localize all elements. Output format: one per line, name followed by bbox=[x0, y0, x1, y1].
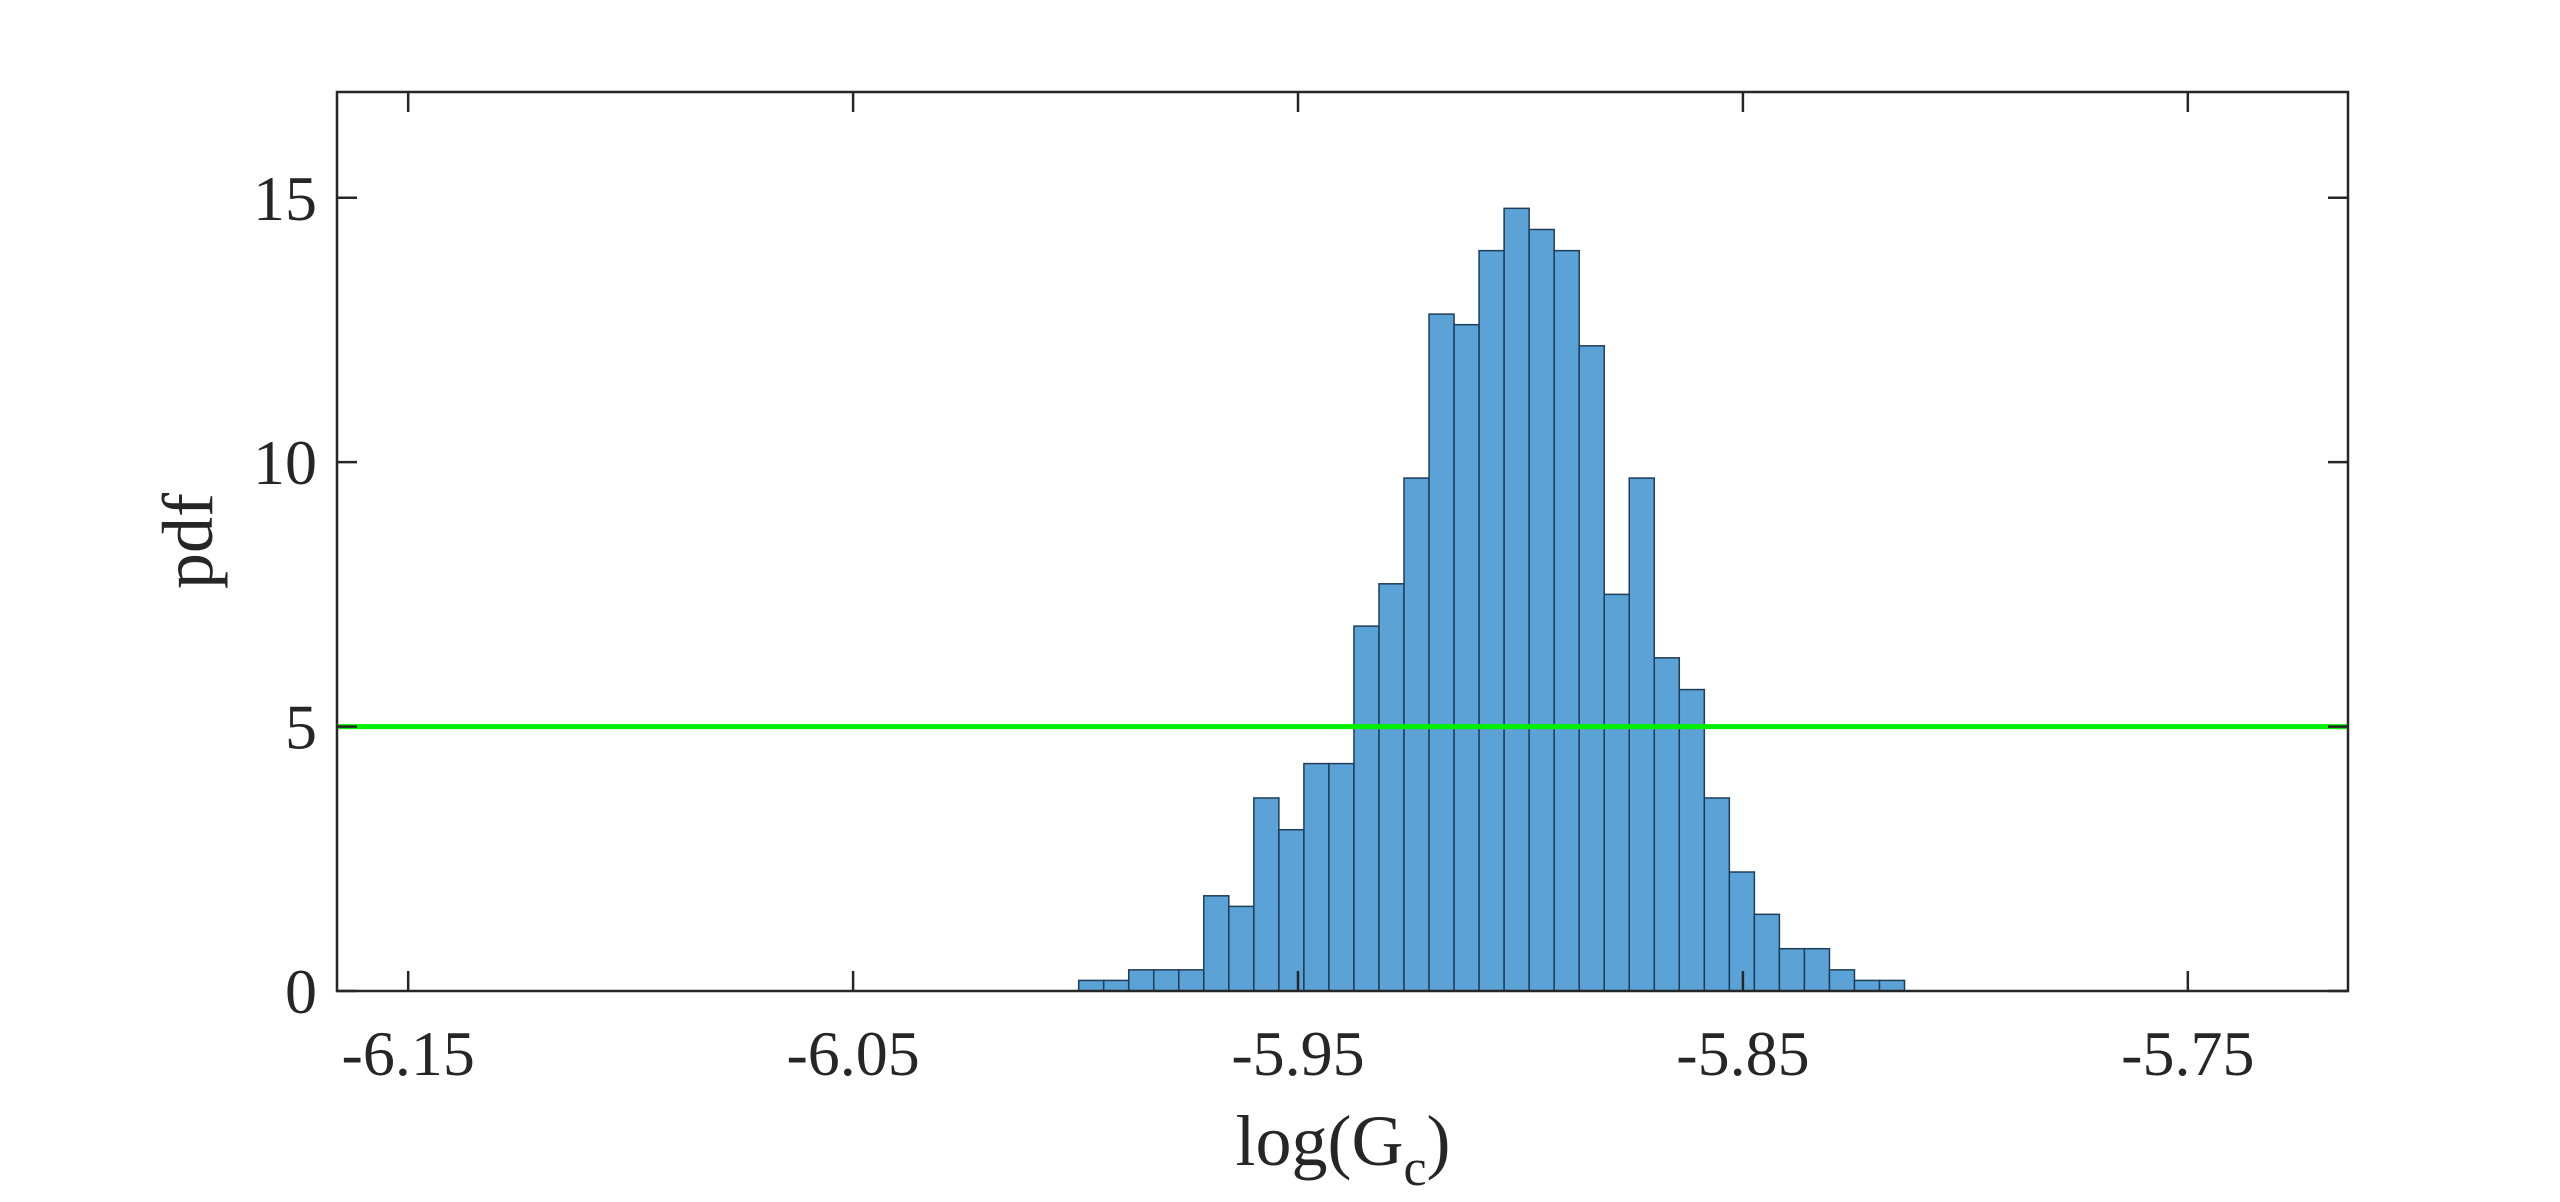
histogram-bar bbox=[1403, 477, 1430, 992]
x-axis-label: log(Gc) bbox=[1235, 1101, 1450, 1197]
histogram-bar bbox=[1528, 228, 1555, 992]
histogram-bar bbox=[1278, 828, 1305, 992]
histogram-bar bbox=[1428, 313, 1455, 992]
histogram-bar bbox=[1253, 797, 1280, 992]
histogram-bar bbox=[1353, 625, 1380, 992]
histogram-bar bbox=[1478, 249, 1505, 992]
y-tick-label: 0 bbox=[285, 956, 317, 1027]
histogram-bar bbox=[1152, 969, 1180, 992]
histogram-bar bbox=[1503, 207, 1530, 992]
histogram-bar bbox=[1178, 969, 1205, 992]
histogram-bar bbox=[1228, 905, 1255, 992]
histogram-bar bbox=[1303, 762, 1330, 992]
y-tick-labels: 0 5 10 15 bbox=[253, 163, 317, 1027]
histogram-bar bbox=[1453, 323, 1480, 992]
histogram-bar bbox=[1203, 895, 1230, 992]
histogram-bar bbox=[1378, 583, 1405, 992]
histogram-bar bbox=[1077, 979, 1105, 992]
x-tick-label: -5.75 bbox=[2121, 1018, 2254, 1089]
x-tick-label: -5.85 bbox=[1676, 1018, 1809, 1089]
histogram-bar bbox=[1803, 947, 1831, 992]
histogram-bar bbox=[1102, 979, 1130, 992]
histogram-bar bbox=[1778, 947, 1806, 992]
histogram-bar bbox=[1578, 345, 1605, 992]
histogram-bar bbox=[1328, 762, 1355, 992]
histogram-bars bbox=[1077, 207, 1906, 992]
histogram-bar bbox=[1653, 657, 1681, 992]
y-tick-label: 10 bbox=[253, 427, 317, 498]
y-tick-label: 15 bbox=[253, 163, 317, 234]
histogram-bar bbox=[1703, 797, 1731, 992]
histogram-bar bbox=[1828, 969, 1856, 992]
histogram-bar bbox=[1628, 477, 1656, 992]
histogram-bar bbox=[1127, 969, 1155, 992]
histogram-bar bbox=[1678, 688, 1706, 992]
histogram-bar bbox=[1878, 979, 1906, 992]
histogram-bar bbox=[1603, 593, 1630, 992]
x-tick-labels: -6.15 -6.05 -5.95 -5.85 -5.75 bbox=[342, 1018, 2255, 1089]
x-tick-label: -6.05 bbox=[786, 1018, 919, 1089]
histogram-bar bbox=[1853, 979, 1881, 992]
x-tick-label: -5.95 bbox=[1231, 1018, 1364, 1089]
y-axis-label: pdf bbox=[148, 493, 228, 589]
histogram-bar bbox=[1753, 913, 1781, 992]
x-tick-label: -6.15 bbox=[342, 1018, 475, 1089]
axes-box bbox=[335, 90, 2350, 993]
histogram-bar bbox=[1553, 249, 1580, 992]
y-tick-label: 5 bbox=[285, 692, 317, 763]
